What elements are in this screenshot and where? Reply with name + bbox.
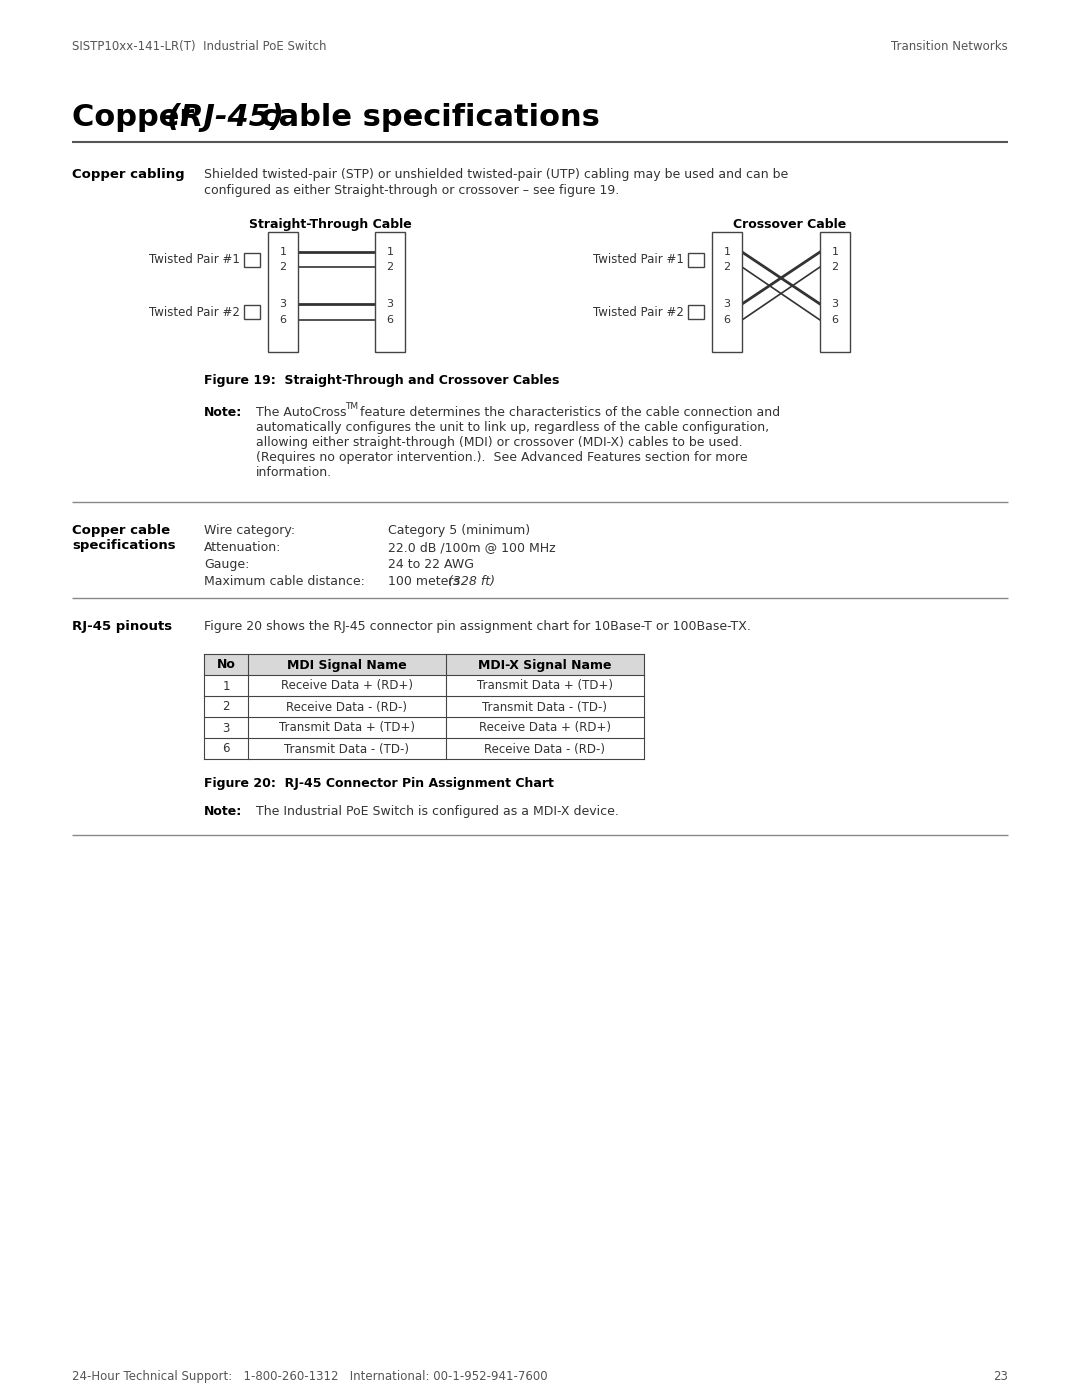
Bar bbox=[244, 253, 260, 267]
Text: Gauge:: Gauge: bbox=[204, 557, 249, 571]
Text: 24 to 22 AWG: 24 to 22 AWG bbox=[388, 557, 474, 571]
Text: RJ-45 pinouts: RJ-45 pinouts bbox=[72, 620, 172, 633]
Text: configured as either Straight-through or crossover – see figure 19.: configured as either Straight-through or… bbox=[204, 184, 619, 197]
Text: 3: 3 bbox=[724, 299, 730, 309]
Text: (328 ft): (328 ft) bbox=[448, 576, 496, 588]
Bar bbox=[820, 232, 850, 352]
Text: 1: 1 bbox=[222, 679, 230, 693]
Text: 1: 1 bbox=[387, 247, 393, 257]
Text: automatically configures the unit to link up, regardless of the cable configurat: automatically configures the unit to lin… bbox=[256, 420, 769, 434]
Text: Receive Data + (RD+): Receive Data + (RD+) bbox=[281, 679, 413, 693]
Text: 6: 6 bbox=[832, 314, 838, 326]
Text: Crossover Cable: Crossover Cable bbox=[733, 218, 847, 231]
Text: Receive Data - (RD-): Receive Data - (RD-) bbox=[286, 700, 407, 714]
Text: (Requires no operator intervention.).  See Advanced Features section for more: (Requires no operator intervention.). Se… bbox=[256, 451, 747, 464]
Text: Twisted Pair #2: Twisted Pair #2 bbox=[593, 306, 684, 319]
Text: Receive Data - (RD-): Receive Data - (RD-) bbox=[485, 742, 606, 756]
Text: 1: 1 bbox=[280, 247, 286, 257]
Text: Transmit Data + (TD+): Transmit Data + (TD+) bbox=[279, 721, 415, 735]
Text: Figure 20 shows the RJ-45 connector pin assignment chart for 10Base-T or 100Base: Figure 20 shows the RJ-45 connector pin … bbox=[204, 620, 751, 633]
Text: 2: 2 bbox=[387, 263, 393, 272]
Text: Receive Data + (RD+): Receive Data + (RD+) bbox=[480, 721, 611, 735]
Bar bbox=[244, 305, 260, 319]
Text: Shielded twisted-pair (STP) or unshielded twisted-pair (UTP) cabling may be used: Shielded twisted-pair (STP) or unshielde… bbox=[204, 168, 788, 182]
Text: Straight-Through Cable: Straight-Through Cable bbox=[248, 218, 411, 231]
Text: SISTP10xx-141-LR(T)  Industrial PoE Switch: SISTP10xx-141-LR(T) Industrial PoE Switc… bbox=[72, 41, 326, 53]
Text: 6: 6 bbox=[280, 314, 286, 326]
Text: 23: 23 bbox=[994, 1370, 1008, 1383]
Text: Transmit Data - (TD-): Transmit Data - (TD-) bbox=[483, 700, 607, 714]
Text: 1: 1 bbox=[724, 247, 730, 257]
Text: specifications: specifications bbox=[72, 539, 176, 552]
Text: Note:: Note: bbox=[204, 407, 242, 419]
Text: Wire category:: Wire category: bbox=[204, 524, 295, 536]
Text: The Industrial PoE Switch is configured as a MDI-X device.: The Industrial PoE Switch is configured … bbox=[256, 805, 619, 819]
Text: information.: information. bbox=[256, 467, 333, 479]
Text: MDI-X Signal Name: MDI-X Signal Name bbox=[478, 658, 611, 672]
Text: 100 meters: 100 meters bbox=[388, 576, 464, 588]
Text: The AutoCross: The AutoCross bbox=[256, 407, 347, 419]
Bar bbox=[688, 305, 704, 319]
Text: Copper cable: Copper cable bbox=[72, 524, 171, 536]
Text: allowing either straight-through (MDI) or crossover (MDI-X) cables to be used.: allowing either straight-through (MDI) o… bbox=[256, 436, 743, 448]
Bar bbox=[712, 232, 742, 352]
Text: Category 5 (minimum): Category 5 (minimum) bbox=[388, 524, 530, 536]
Text: 22.0 dB /100m @ 100 MHz: 22.0 dB /100m @ 100 MHz bbox=[388, 541, 555, 555]
Text: Maximum cable distance:: Maximum cable distance: bbox=[204, 576, 365, 588]
Text: Transition Networks: Transition Networks bbox=[891, 41, 1008, 53]
Text: MDI Signal Name: MDI Signal Name bbox=[287, 658, 407, 672]
Bar bbox=[204, 654, 644, 675]
Text: Copper cabling: Copper cabling bbox=[72, 168, 185, 182]
Text: Twisted Pair #2: Twisted Pair #2 bbox=[149, 306, 240, 319]
Text: (RJ-45): (RJ-45) bbox=[167, 103, 285, 131]
Text: 3: 3 bbox=[222, 721, 230, 735]
Text: 6: 6 bbox=[724, 314, 730, 326]
Text: cable specifications: cable specifications bbox=[249, 103, 599, 131]
Text: TM: TM bbox=[345, 402, 359, 411]
Text: 3: 3 bbox=[387, 299, 393, 309]
Text: 6: 6 bbox=[222, 742, 230, 756]
Text: Transmit Data - (TD-): Transmit Data - (TD-) bbox=[284, 742, 409, 756]
Text: Note:: Note: bbox=[204, 805, 242, 819]
Bar bbox=[375, 232, 405, 352]
Text: 24-Hour Technical Support:   1-800-260-1312   International: 00-1-952-941-7600: 24-Hour Technical Support: 1-800-260-131… bbox=[72, 1370, 548, 1383]
Text: Copper: Copper bbox=[72, 103, 205, 131]
Text: 2: 2 bbox=[724, 263, 730, 272]
Text: 2: 2 bbox=[280, 263, 286, 272]
Text: feature determines the characteristics of the cable connection and: feature determines the characteristics o… bbox=[356, 407, 780, 419]
Text: 2: 2 bbox=[832, 263, 838, 272]
Text: Twisted Pair #1: Twisted Pair #1 bbox=[149, 253, 240, 265]
Text: Transmit Data + (TD+): Transmit Data + (TD+) bbox=[477, 679, 613, 693]
Text: Figure 20:  RJ-45 Connector Pin Assignment Chart: Figure 20: RJ-45 Connector Pin Assignmen… bbox=[204, 777, 554, 789]
Text: 3: 3 bbox=[280, 299, 286, 309]
Text: 3: 3 bbox=[832, 299, 838, 309]
Text: Twisted Pair #1: Twisted Pair #1 bbox=[593, 253, 684, 265]
Text: 6: 6 bbox=[387, 314, 393, 326]
Text: Figure 19:  Straight-Through and Crossover Cables: Figure 19: Straight-Through and Crossove… bbox=[204, 374, 559, 387]
Text: Attenuation:: Attenuation: bbox=[204, 541, 282, 555]
Text: 1: 1 bbox=[832, 247, 838, 257]
Bar bbox=[688, 253, 704, 267]
Bar bbox=[268, 232, 298, 352]
Text: No: No bbox=[217, 658, 235, 672]
Text: 2: 2 bbox=[222, 700, 230, 714]
